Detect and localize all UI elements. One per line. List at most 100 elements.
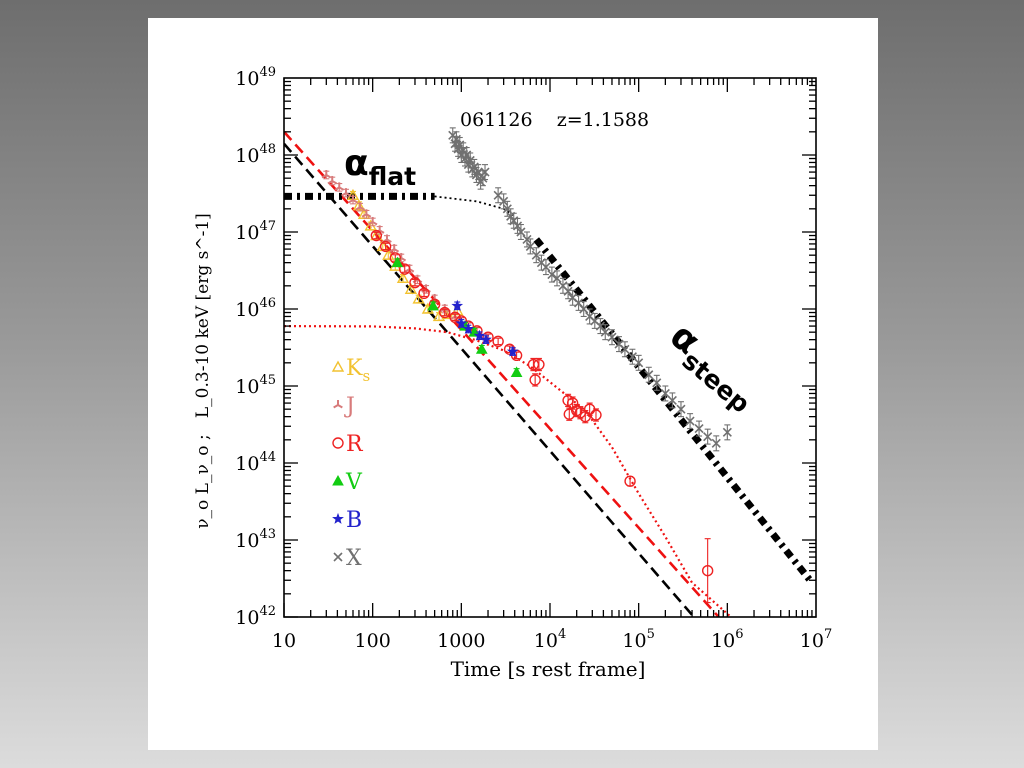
alpha-flat-greek: α <box>344 143 369 184</box>
x-tick-label: 104 <box>534 627 566 652</box>
data-point <box>652 378 662 388</box>
data-point <box>348 195 358 204</box>
data-point <box>676 404 686 414</box>
data-point <box>506 345 519 357</box>
series-B <box>451 299 519 357</box>
data-point <box>529 374 541 386</box>
data-point <box>541 262 551 272</box>
legend-label: J <box>344 394 355 419</box>
data-point <box>475 343 488 354</box>
data-point <box>391 256 404 268</box>
black-dashed-powerlaw <box>284 142 695 617</box>
legend-label: Ks <box>346 356 370 385</box>
legend-item-R: R <box>332 432 364 457</box>
data-point <box>694 424 704 434</box>
data-point <box>370 229 383 241</box>
x-tick-label: 10 <box>272 630 296 652</box>
x-tick-label: 107 <box>800 627 832 652</box>
data-point <box>370 229 383 242</box>
data-point <box>701 564 714 577</box>
data-point <box>333 552 343 562</box>
legend-item-B: B <box>332 508 362 533</box>
data-point <box>361 209 372 218</box>
data-point <box>399 263 411 275</box>
data-point <box>332 512 344 524</box>
black-dotted-model <box>434 195 516 218</box>
legend-item-Ks: Ks <box>331 356 370 385</box>
data-point <box>462 322 475 334</box>
data-point <box>607 332 617 342</box>
data-point <box>711 438 721 448</box>
data-point <box>595 321 605 331</box>
data-point <box>552 273 562 283</box>
data-point <box>499 196 509 206</box>
y-tick-label: 1044 <box>235 450 276 475</box>
legend-label: R <box>346 432 364 457</box>
data-point <box>352 199 366 211</box>
data-point <box>451 304 464 316</box>
red-dashed-powerlaw <box>284 130 720 617</box>
data-point <box>332 437 344 449</box>
y-axis-label: ν_o L_ν_o ; L_0.3-10 keV [erg s^-1] <box>193 213 213 529</box>
data-point <box>600 327 610 337</box>
red-dotted-model <box>284 325 732 617</box>
data-point <box>341 188 351 197</box>
data-point <box>522 234 532 245</box>
data-point <box>703 432 713 442</box>
x-tick-label: 106 <box>711 627 743 652</box>
y-tick-label: 1046 <box>235 296 276 321</box>
y-tick-label: 1049 <box>235 65 276 90</box>
y-tick-label: 1045 <box>235 373 276 398</box>
alpha-flat-label: αflat <box>344 143 416 191</box>
series-X <box>448 127 732 452</box>
alpha-flat-sub: flat <box>369 162 416 191</box>
x-tick-label: 1000 <box>437 630 485 652</box>
legend-label: V <box>345 470 363 495</box>
x-tick-labels: 10 100 1000 104 105 106 107 <box>272 627 832 652</box>
x-tick-label: 105 <box>622 627 654 652</box>
data-point <box>332 474 344 486</box>
legend-item-V: V <box>332 470 363 495</box>
data-points <box>321 127 732 604</box>
data-point <box>525 241 535 251</box>
data-point <box>379 240 392 253</box>
chart-title: 061126 z=1.1588 <box>460 109 649 131</box>
data-point <box>389 244 400 253</box>
data-point <box>404 282 418 295</box>
series-Ks <box>346 188 464 322</box>
legend-item-X: X <box>333 546 362 571</box>
data-point <box>503 343 516 355</box>
data-point <box>427 299 439 311</box>
data-point <box>409 276 421 289</box>
data-point <box>480 167 490 177</box>
y-tick-label: 1048 <box>235 142 276 167</box>
data-point <box>465 155 475 166</box>
data-point <box>667 395 677 405</box>
axis-ticks <box>283 78 816 618</box>
data-point <box>333 400 343 409</box>
data-point <box>480 333 492 345</box>
data-point <box>563 286 573 296</box>
slide-card: 10 100 1000 104 105 106 107 1042 1043 1044 1045 10… <box>148 18 878 750</box>
data-point <box>590 409 602 421</box>
data-point <box>531 250 541 260</box>
data-point <box>367 216 378 226</box>
data-point <box>327 175 338 185</box>
data-point <box>355 202 365 211</box>
data-point <box>644 370 654 380</box>
data-point <box>396 271 410 284</box>
alpha-steep-segment <box>533 237 815 585</box>
x-tick-label: 100 <box>355 630 391 652</box>
data-point <box>492 335 504 348</box>
data-point <box>439 306 451 319</box>
data-point <box>412 292 425 304</box>
x-axis-label: Time [s rest frame] <box>451 657 646 681</box>
data-point <box>533 358 545 371</box>
data-point <box>510 366 523 377</box>
data-point <box>634 358 644 368</box>
data-point <box>579 304 589 314</box>
data-point <box>624 475 636 487</box>
data-point <box>451 299 464 311</box>
data-point <box>660 388 670 399</box>
